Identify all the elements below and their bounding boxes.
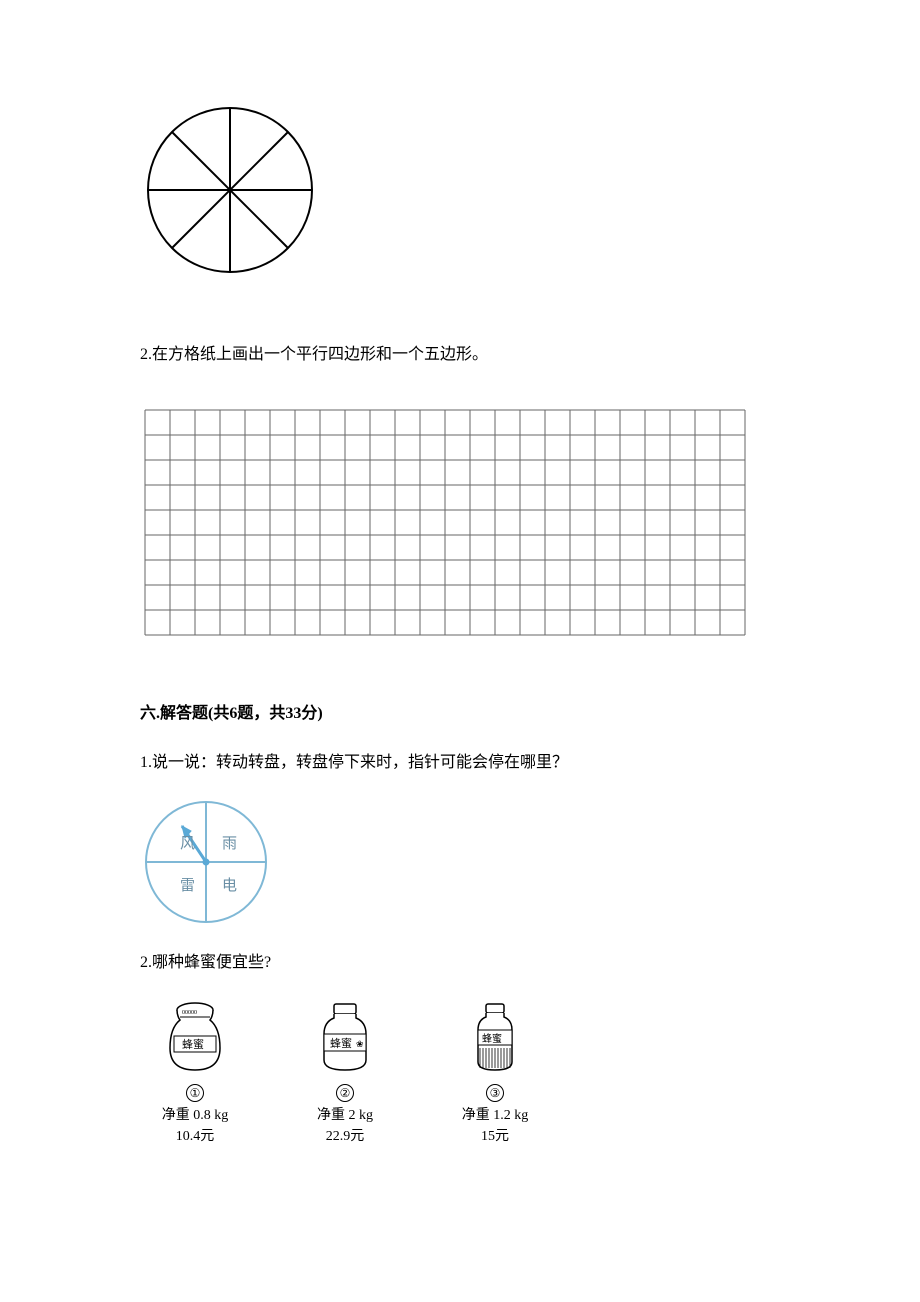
- spinner-label-thunder: 雷: [180, 878, 195, 894]
- honey-item-1: 00000 蜂蜜 ① 净重 0.8 kg 10.4元: [140, 998, 250, 1147]
- honey-weight-2: 净重 2 kg: [317, 1108, 373, 1123]
- grid-paper: [140, 405, 780, 651]
- honey-number-1: ①: [186, 1084, 204, 1102]
- honey-price-1: 10.4元: [176, 1129, 215, 1144]
- jar-label: 蜂蜜: [482, 1032, 502, 1045]
- question-2-draw: 2.在方格纸上画出一个平行四边形和一个五边形。: [140, 341, 780, 370]
- spinner-label-rain: 雨: [222, 836, 237, 852]
- svg-text:00000: 00000: [182, 1010, 197, 1016]
- jar-label: 蜂蜜: [330, 1036, 352, 1050]
- jar-label: 蜂蜜: [182, 1037, 204, 1051]
- honey-jar-icon: 蜂蜜 ❀: [310, 998, 380, 1078]
- question-6-1: 1.说一说：转动转盘，转盘停下来时，指针可能会停在哪里？: [140, 749, 780, 778]
- section-6-header: 六.解答题(共6题，共33分): [140, 700, 780, 729]
- spinner-diagram: 风 雨 雷 电: [140, 798, 780, 937]
- honey-weight-1: 净重 0.8 kg: [162, 1108, 229, 1123]
- honey-jar-icon: 蜂蜜: [460, 998, 530, 1078]
- honey-item-3: 蜂蜜 ③ 净重 1.2 kg 15元: [440, 998, 550, 1147]
- honey-weight-3: 净重 1.2 kg: [462, 1108, 529, 1123]
- pie-eighths-diagram: [140, 100, 780, 291]
- spinner-label-wind: 风: [180, 835, 195, 852]
- honey-number-2: ②: [336, 1084, 354, 1102]
- honey-price-2: 22.9元: [326, 1129, 365, 1144]
- honey-item-2: 蜂蜜 ❀ ② 净重 2 kg 22.9元: [290, 998, 400, 1147]
- question-6-2: 2.哪种蜂蜜便宜些?: [140, 949, 780, 978]
- svg-text:❀: ❀: [356, 1039, 364, 1049]
- honey-jars-row: 00000 蜂蜜 ① 净重 0.8 kg 10.4元 蜂蜜 ❀ ② 净重 2 k…: [140, 998, 780, 1147]
- honey-number-3: ③: [486, 1084, 504, 1102]
- spinner-label-electric: 电: [222, 877, 237, 894]
- honey-jar-icon: 00000 蜂蜜: [160, 998, 230, 1078]
- honey-price-3: 15元: [481, 1129, 509, 1144]
